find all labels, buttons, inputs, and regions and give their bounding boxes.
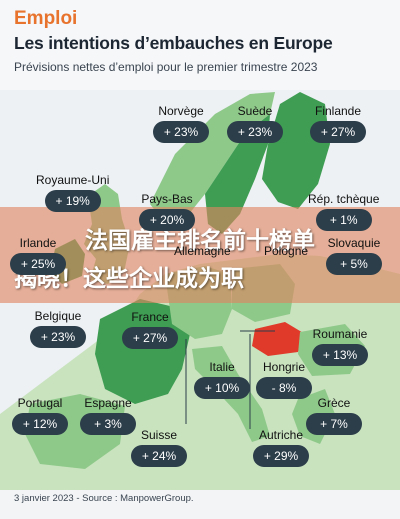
country-name: Italie bbox=[209, 360, 235, 374]
country-name: Roumanie bbox=[312, 327, 368, 341]
country-value: + 1% bbox=[315, 209, 372, 231]
country-name: France bbox=[131, 310, 169, 324]
country-romania: Roumanie + 13% bbox=[312, 327, 368, 366]
country-name: Pays-Bas bbox=[141, 192, 193, 206]
source-footer: 3 janvier 2023 - Source : ManpowerGroup. bbox=[14, 493, 194, 504]
country-name: Suède bbox=[237, 104, 273, 118]
country-france: France + 27% bbox=[122, 310, 178, 349]
country-greece: Grèce + 7% bbox=[306, 396, 362, 435]
land-spain bbox=[25, 394, 125, 469]
country-name: Hongrie bbox=[262, 360, 306, 374]
country-spain: Espagne + 3% bbox=[80, 396, 136, 435]
country-value: + 27% bbox=[310, 121, 366, 143]
banner-line-1: 法国雇主排名前十榜单 bbox=[85, 228, 315, 254]
europe-map bbox=[0, 84, 400, 490]
country-germany: Allemagne bbox=[174, 244, 231, 261]
country-name: Finlande bbox=[314, 104, 362, 118]
country-value: + 5% bbox=[326, 253, 382, 275]
country-name: Irlande bbox=[19, 236, 57, 250]
country-name: Belgique bbox=[34, 309, 82, 323]
country-hungary: Hongrie - 8% bbox=[256, 360, 312, 399]
country-italy: Italie + 10% bbox=[194, 360, 250, 399]
country-finland: Finlande + 27% bbox=[310, 104, 366, 143]
country-name: Autriche bbox=[258, 428, 304, 442]
country-value: + 3% bbox=[80, 413, 136, 435]
country-value: + 25% bbox=[10, 253, 66, 275]
country-portugal: Portugal + 12% bbox=[12, 396, 68, 435]
country-ireland: Irlande + 25% bbox=[10, 236, 66, 275]
country-value: + 24% bbox=[131, 445, 187, 467]
land-france bbox=[95, 299, 190, 404]
country-name: Pologne bbox=[264, 244, 309, 258]
country-belgium: Belgique + 23% bbox=[30, 309, 86, 348]
header: Emploi Les intentions d’embauches en Eur… bbox=[0, 0, 400, 90]
country-poland: Pologne bbox=[264, 244, 308, 261]
country-value: + 20% bbox=[139, 209, 195, 231]
country-netherlands: Pays-Bas + 20% bbox=[139, 192, 195, 231]
country-name: Rép. tchèque bbox=[308, 192, 380, 206]
subtitle: Prévisions nettes d’emploi pour le premi… bbox=[14, 60, 318, 74]
country-value: + 29% bbox=[253, 445, 309, 467]
country-value: + 23% bbox=[227, 121, 283, 143]
kicker: Emploi bbox=[14, 8, 78, 29]
country-norway: Norvège + 23% bbox=[153, 104, 209, 143]
country-value: + 19% bbox=[44, 190, 101, 212]
country-czech: Rép. tchèque + 1% bbox=[308, 192, 379, 231]
country-name: Slovaquie bbox=[327, 236, 381, 250]
country-name: Norvège bbox=[158, 104, 204, 118]
country-name: Allemagne bbox=[174, 244, 231, 258]
country-name: Espagne bbox=[84, 396, 132, 410]
page-title: Les intentions d’embauches en Europe bbox=[14, 33, 333, 53]
land-sweden bbox=[205, 114, 270, 234]
country-switzerland: Suisse + 24% bbox=[131, 428, 187, 467]
country-value: + 12% bbox=[12, 413, 68, 435]
country-value: + 23% bbox=[153, 121, 209, 143]
country-value: - 8% bbox=[256, 377, 312, 399]
country-name: Suisse bbox=[140, 428, 178, 442]
country-value: + 13% bbox=[312, 344, 368, 366]
country-name: Portugal bbox=[17, 396, 63, 410]
country-uk: Royaume-Uni + 19% bbox=[36, 173, 109, 212]
country-austria: Autriche + 29% bbox=[253, 428, 309, 467]
land-finland bbox=[262, 92, 330, 209]
country-value: + 7% bbox=[306, 413, 362, 435]
country-name: Royaume-Uni bbox=[36, 173, 110, 187]
country-value: + 27% bbox=[122, 327, 178, 349]
country-value: + 10% bbox=[194, 377, 250, 399]
country-name: Grèce bbox=[317, 396, 351, 410]
country-value: + 23% bbox=[30, 326, 86, 348]
country-sweden: Suède + 23% bbox=[227, 104, 283, 143]
country-slovakia: Slovaquie + 5% bbox=[326, 236, 382, 275]
